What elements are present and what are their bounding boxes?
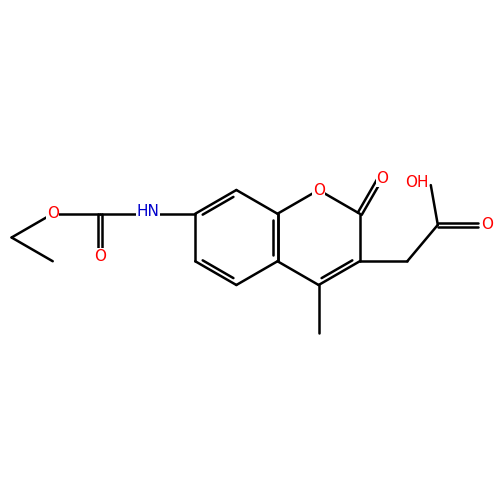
Text: O: O [376,172,388,186]
Text: OH: OH [405,175,428,190]
Text: HN: HN [136,204,159,219]
Text: O: O [481,218,493,232]
Text: O: O [46,206,58,221]
Text: O: O [94,249,106,264]
Text: O: O [312,182,324,198]
